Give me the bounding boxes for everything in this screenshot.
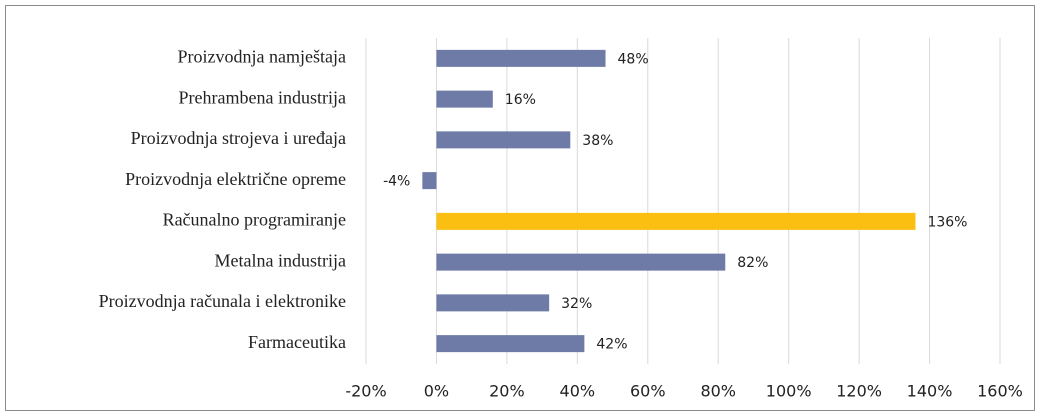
x-tick-label: 100% (766, 382, 812, 401)
y-tick-label: Metalna industrija (215, 250, 346, 270)
x-tick-label: 20% (489, 382, 525, 401)
y-tick-label: Proizvodnja namještaja (178, 47, 346, 67)
y-tick-label: Farmaceutika (248, 332, 346, 352)
x-tick-label: 60% (630, 382, 666, 401)
bar (436, 253, 726, 271)
y-tick-label: Proizvodnja električne opreme (125, 169, 346, 189)
bar (436, 335, 585, 353)
bar (436, 90, 493, 108)
data-label: 136% (927, 214, 967, 230)
data-label: -4% (383, 174, 410, 190)
x-tick-label: 80% (700, 382, 736, 401)
data-label: 32% (561, 296, 592, 312)
x-tick-label: 40% (560, 382, 596, 401)
bar (422, 172, 437, 190)
data-label: 38% (582, 133, 613, 149)
data-label: 42% (596, 337, 627, 353)
x-tick-label: 140% (907, 382, 953, 401)
data-label: 48% (618, 51, 649, 67)
y-tick-label: Proizvodnja strojeva i uređaja (131, 128, 346, 148)
data-label: 82% (737, 255, 768, 271)
x-tick-label: 120% (836, 382, 882, 401)
bar (436, 212, 916, 230)
bar (436, 131, 571, 149)
bar (436, 49, 606, 67)
x-tick-label: -20% (345, 382, 386, 401)
y-tick-label: Proizvodnja računala i elektronike (99, 291, 346, 311)
y-tick-label: Računalno programiranje (163, 210, 346, 230)
x-tick-label: 160% (977, 382, 1023, 401)
x-tick-label: 0% (424, 382, 449, 401)
y-tick-label: Prehrambena industrija (179, 87, 346, 107)
data-label: 16% (505, 92, 536, 108)
bar (436, 294, 550, 312)
